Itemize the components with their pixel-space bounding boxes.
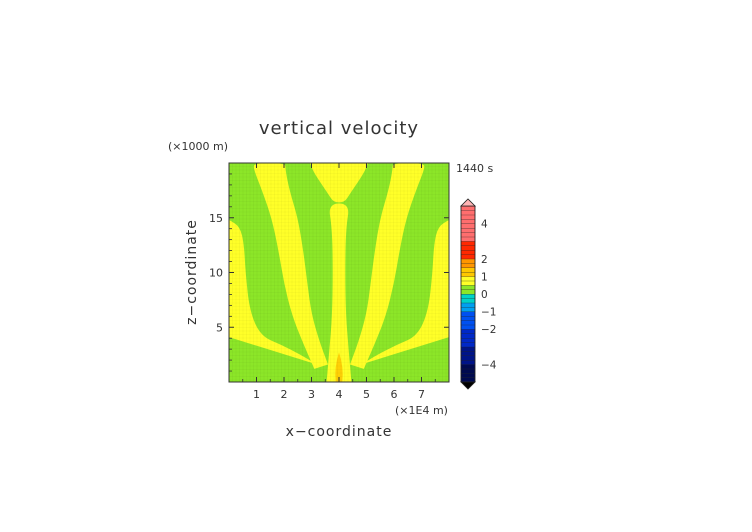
x-ticks: 1 2 3 4 5 6 7 — [242, 163, 436, 401]
colorbar-band — [460, 329, 476, 334]
x-tick-label: 1 — [253, 388, 260, 401]
x-tick-label: 4 — [336, 388, 343, 401]
plume-layer — [229, 163, 449, 382]
colorbar-band — [460, 311, 476, 317]
y-tick-label: 10 — [209, 267, 223, 280]
colorbar-band — [460, 373, 476, 378]
colorbar-band — [460, 351, 476, 356]
x-unit-label: (×1E4 m) — [395, 404, 448, 417]
colorbar-band — [460, 276, 476, 282]
colorbar-band — [460, 307, 476, 312]
x-tick-label: 2 — [281, 388, 288, 401]
x-axis-label: x−coordinate — [286, 424, 393, 440]
plume-inner-right-arm — [350, 163, 425, 369]
chart-title: vertical velocity — [259, 118, 419, 139]
colorbar-band — [460, 333, 476, 339]
colorbar-tick-label: 2 — [481, 254, 488, 266]
y-tick-label: 5 — [216, 321, 223, 334]
colorbar-band — [460, 267, 476, 273]
x-tick-label: 6 — [391, 388, 398, 401]
colorbar-band — [460, 285, 476, 290]
colorbar-band — [460, 241, 476, 246]
colorbar-band — [460, 227, 476, 233]
plume-center-stem — [326, 203, 352, 382]
colorbar-band — [460, 368, 476, 374]
time-label: 1440 s — [456, 162, 493, 175]
y-unit-label: (×1000 m) — [168, 140, 228, 153]
x-tick-label: 3 — [308, 388, 315, 401]
plume-outer-right-arm — [361, 219, 449, 365]
colorbar-band — [460, 271, 476, 277]
updraft-core — [335, 352, 343, 382]
y-tick-label: 15 — [209, 212, 223, 225]
colorbar-band — [460, 293, 476, 299]
colorbar-tick-label: −2 — [481, 324, 496, 336]
plume-outer-left-arm — [229, 219, 317, 365]
y-axis-label: z−coordinate — [184, 219, 200, 325]
colorbar-band — [460, 298, 476, 304]
colorbar-tick-label: 1 — [481, 271, 488, 283]
colorbar-band — [460, 219, 476, 224]
colorbar-tick-label: 0 — [481, 289, 488, 301]
colorbar-max-arrow — [460, 198, 476, 207]
plume-inner-left-arm — [253, 163, 328, 369]
colorbar-tick-label: −4 — [481, 359, 497, 371]
colorbar-tick-label: 4 — [481, 219, 488, 231]
colorbar-band — [460, 324, 476, 330]
colorbar-band — [460, 236, 476, 242]
colorbar-band — [460, 346, 476, 352]
colorbar-tick-label: −1 — [481, 307, 496, 319]
colorbar-band — [460, 315, 476, 321]
colorbar-band — [460, 214, 476, 220]
colorbar-band — [460, 359, 476, 365]
colorbar-band — [460, 245, 476, 251]
plot-area: 1 2 3 4 5 6 7 5 10 15 — [209, 162, 450, 401]
y-ticks: 5 10 15 — [209, 173, 449, 372]
colorbar-band — [460, 342, 476, 348]
colorbar-band — [460, 263, 476, 268]
colorbar-band — [460, 205, 476, 211]
colorbar-band — [460, 258, 476, 264]
colorbar-band — [460, 249, 476, 255]
x-tick-label: 5 — [363, 388, 370, 401]
colorbar-band — [460, 364, 476, 370]
colorbar-band — [460, 289, 476, 295]
plume-top-center-lobe — [310, 163, 368, 203]
colorbar-band — [460, 232, 476, 238]
colorbar-band — [460, 320, 476, 326]
colorbar-band — [460, 355, 476, 361]
colorbar-band — [460, 254, 476, 260]
colorbar-band — [460, 280, 476, 286]
x-tick-label: 7 — [418, 388, 425, 401]
colorbar-min-arrow — [460, 381, 476, 390]
colorbar-band — [460, 377, 476, 383]
colorbar: 4 2 1 0 −1 −2 −4 — [460, 198, 497, 390]
colorbar-band — [460, 302, 476, 308]
colorbar-band — [460, 337, 476, 343]
colorbar-band — [460, 223, 476, 229]
grid-texture — [229, 163, 449, 382]
colorbar-band — [460, 210, 476, 216]
